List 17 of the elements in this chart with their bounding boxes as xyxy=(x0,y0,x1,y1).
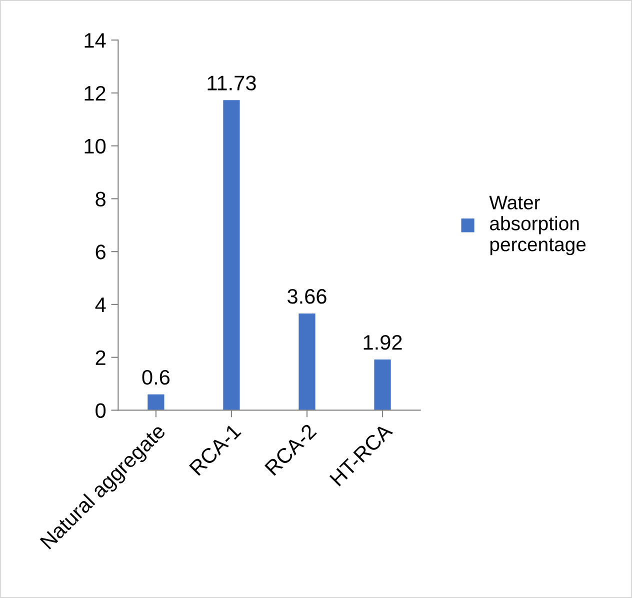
legend-label: Water absorption percentage xyxy=(489,196,586,256)
bar xyxy=(148,394,164,410)
y-tick-label: 6 xyxy=(96,244,106,260)
bar xyxy=(298,313,316,410)
data-label: 1.92 xyxy=(364,335,402,350)
y-tick-label: 2 xyxy=(96,350,106,365)
y-tick-label: 0 xyxy=(96,403,106,418)
data-label: 3.66 xyxy=(288,289,326,304)
y-tick-label: 10 xyxy=(84,138,106,154)
bar xyxy=(223,100,240,410)
data-label: 0.6 xyxy=(142,370,170,385)
y-tick-label: 4 xyxy=(95,298,106,312)
data-label: 11.73 xyxy=(208,76,256,90)
y-tick-label: 12 xyxy=(84,86,106,100)
y-tick-label: 8 xyxy=(96,192,106,206)
bar xyxy=(374,359,391,410)
y-tick-label: 14 xyxy=(84,33,106,48)
